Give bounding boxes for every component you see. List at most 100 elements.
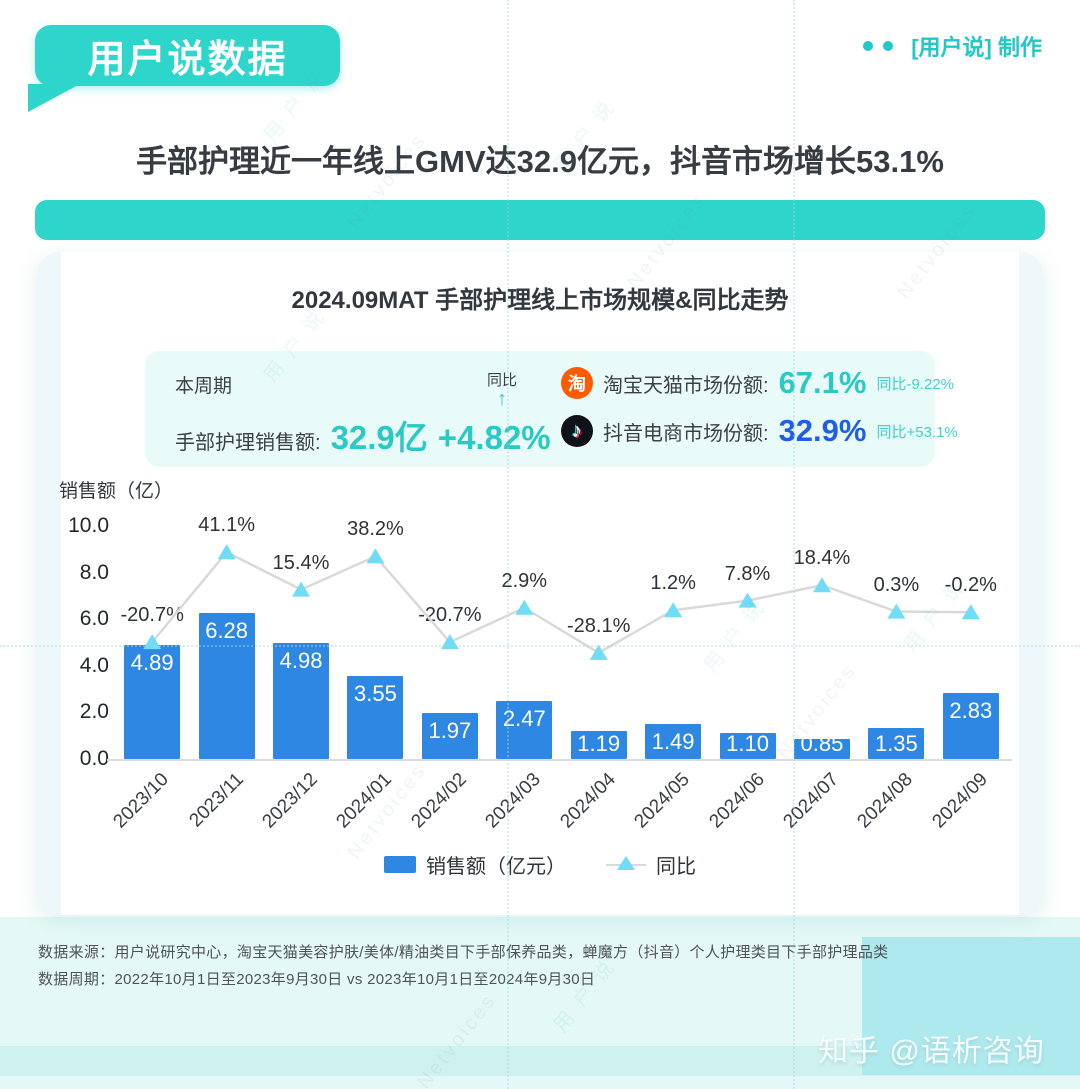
headline-title: 手部护理近一年线上GMV达32.9亿元，抖音市场增长53.1%: [136, 144, 944, 179]
bar: [124, 645, 181, 759]
legend-item-sales: 销售额（亿元）: [384, 850, 566, 879]
x-axis-tick: 2024/03: [481, 769, 546, 833]
maker-credit: [用户说] 制作: [863, 30, 1042, 62]
triangle-marker-icon: [589, 644, 608, 660]
douyin-icon-glyph: ♪: [572, 419, 582, 442]
triangle-marker-icon: [292, 581, 311, 597]
data-source-note: 数据来源：用户说研究中心，淘宝天猫美容护肤/美体/精油类目下手部保养品类，蝉魔方…: [38, 944, 889, 961]
bar-value-label: 0.85: [800, 731, 844, 756]
footer-corner-block: [862, 937, 1080, 1075]
brand-logo-bubble: 用户说数据: [35, 25, 340, 86]
line-value-label: -28.1%: [567, 614, 631, 637]
x-axis-tick: 2024/05: [630, 769, 694, 833]
triangle-marker-icon: [738, 592, 757, 608]
bar: [719, 733, 776, 759]
period-label: 本周期: [175, 376, 233, 397]
bar: [942, 693, 999, 759]
line-value-label: -20.7%: [418, 604, 482, 627]
x-axis-tick: 2023/12: [258, 769, 322, 833]
legend-sales-label: 销售额（亿元）: [426, 856, 566, 878]
line-value-label: 41.1%: [198, 514, 255, 537]
triangle-marker-icon: [664, 602, 683, 618]
bar-value-label: 2.47: [502, 706, 546, 732]
bar-value-label: 1.19: [577, 731, 621, 756]
line-marker-icon: [606, 855, 646, 870]
triangle-marker-icon: [366, 548, 385, 564]
line-value-label: 2.9%: [501, 569, 548, 592]
bar: [570, 731, 627, 759]
triangle-marker-icon: [812, 577, 831, 593]
triangle-marker-icon: [440, 634, 459, 650]
x-axis-tick: 2024/02: [407, 769, 471, 833]
bar-value-label: 1.35: [874, 731, 918, 756]
x-axis-tick: 2023/11: [185, 769, 248, 832]
bar-value-label: 2.83: [949, 698, 993, 724]
triangle-marker-icon: [217, 544, 236, 560]
taobao-share-label: 淘宝天猫市场份额:: [603, 374, 769, 397]
bar: [645, 724, 702, 759]
bar: [347, 676, 404, 759]
chart-legend: 销售额（亿元） 同比: [37, 850, 1043, 879]
bar: [496, 701, 553, 759]
credit-dot-icon: [883, 41, 894, 51]
bar-value-label: 4.89: [130, 650, 174, 676]
taobao-share-row: 淘 淘宝天猫市场份额: 67.1% 同比-9.22%: [561, 365, 954, 401]
bar: [868, 727, 925, 759]
y-axis-tick: 8.0: [79, 560, 109, 584]
y-axis-tick: 2.0: [79, 700, 109, 724]
yoy-indicator: 同比 ↑: [467, 369, 537, 410]
legend-item-yoy: 同比: [606, 850, 696, 879]
triangle-marker-icon: [887, 603, 906, 619]
x-axis-tick: 2024/06: [704, 769, 769, 833]
line-value-label: 15.4%: [272, 551, 330, 574]
triangle-marker-icon: [515, 599, 534, 615]
line-value-label: -0.2%: [944, 574, 997, 597]
credit-dot-icon: [863, 41, 874, 51]
line-value-label: 18.4%: [793, 547, 851, 570]
triangle-marker-icon: [961, 604, 980, 620]
data-period-note: 数据周期：2022年10月1日至2023年9月30日 vs 2023年10月1日…: [38, 971, 596, 988]
x-axis-tick: 2024/07: [779, 769, 843, 833]
stats-summary-box: 本周期 同比 ↑ 手部护理销售额: 32.9亿 +4.82% 淘 淘宝天猫市场份…: [145, 351, 958, 467]
bar-value-label: 4.98: [279, 647, 323, 673]
y-axis-tick: 4.0: [79, 653, 109, 677]
logo-bubble-tail: [28, 84, 80, 112]
bar-value-label: 1.10: [726, 731, 769, 756]
x-axis-tick: 2023/10: [109, 769, 174, 833]
triangle-marker-icon: [617, 855, 635, 870]
bar-value-label: 3.55: [354, 681, 397, 707]
bar: [421, 713, 478, 759]
brand-logo-text: 用户说数据: [87, 39, 288, 81]
douyin-share-row: ♪ 抖音电商市场份额: 32.9% 同比+53.1%: [561, 413, 958, 449]
bar-value-label: 1.49: [651, 729, 695, 755]
y-axis-tick: 6.0: [79, 607, 109, 631]
legend-yoy-label: 同比: [656, 856, 696, 878]
card-left-strip: [37, 252, 61, 915]
y-axis-tick: 10.0: [68, 514, 109, 537]
sales-label: 手部护理销售额:: [175, 432, 321, 454]
x-axis-tick: 2024/08: [853, 769, 918, 833]
maker-credit-text: [用户说] 制作: [911, 35, 1042, 60]
bar-value-label: 6.28: [205, 617, 249, 643]
taobao-icon-glyph: 淘: [568, 374, 586, 394]
teal-divider-bar: [35, 200, 1045, 240]
douyin-icon: ♪: [561, 415, 593, 447]
yoy-word: 同比: [486, 372, 517, 389]
y-axis-tick: 0.0: [79, 747, 109, 770]
sales-yoy-value: +4.82%: [437, 419, 551, 456]
taobao-share-value: 67.1%: [778, 365, 867, 400]
taobao-share-yoy: 同比-9.22%: [876, 375, 954, 393]
bar-value-label: 1.97: [428, 718, 472, 744]
bar: [793, 739, 850, 759]
x-axis-tick: 2024/01: [332, 769, 397, 833]
x-axis-line: [107, 759, 1012, 761]
bar-swatch-icon: [384, 856, 416, 873]
y-axis-label: 销售额（亿）: [59, 481, 174, 502]
chart-title: 2024.09MAT 手部护理线上市场规模&同比走势: [291, 287, 789, 314]
up-arrow-icon: ↑: [497, 388, 507, 410]
sales-value: 32.9亿: [330, 419, 428, 456]
card-right-strip: [1019, 252, 1043, 915]
bar: [273, 642, 330, 759]
line-value-label: 38.2%: [347, 518, 404, 541]
taobao-icon: 淘: [561, 367, 593, 399]
